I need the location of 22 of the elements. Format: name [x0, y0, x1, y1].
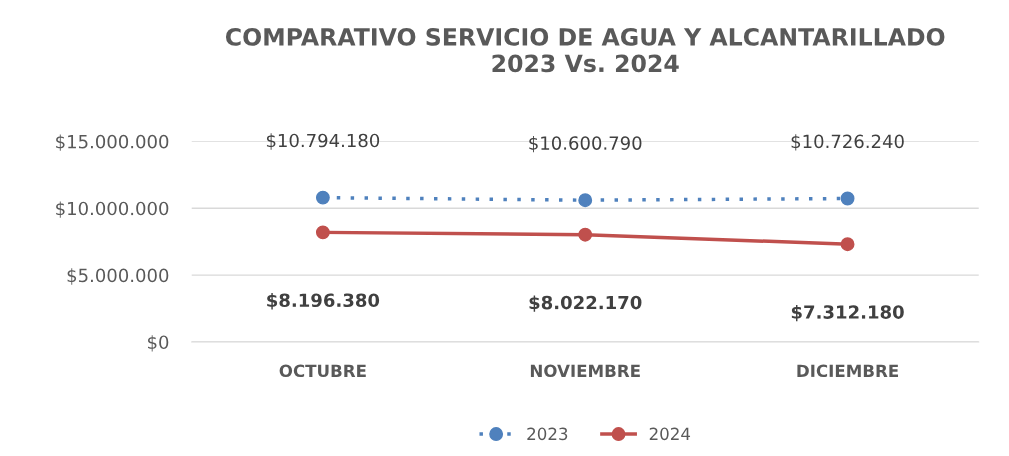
data-label: $10.726.240 — [791, 134, 904, 151]
data-label: $10.600.790 — [529, 135, 642, 153]
y-tick-label: $5.000.000 — [67, 268, 169, 285]
point — [578, 193, 593, 208]
point — [840, 237, 855, 252]
data-label: $8.196.380 — [267, 293, 380, 310]
data-label: $10.794.180 — [266, 133, 380, 150]
legend-label: 2024 — [649, 427, 691, 441]
y-tick-label: $10.000.000 — [56, 201, 169, 218]
y-tick-label: $0 — [148, 335, 169, 352]
y-tick-label: $15.000.000 — [56, 134, 169, 151]
data-label: $8.022.170 — [529, 295, 642, 312]
data-label: $7.312.180 — [791, 304, 904, 322]
point — [578, 227, 593, 242]
x-tick-label: DICIEMBRE — [797, 364, 899, 378]
x-tick-label: NOVIEMBRE — [530, 364, 640, 378]
chart-title: COMPARATIVO SERVICIO DE AGUA Y ALCANTARILLADO 2023 Vs. 2024 — [225, 27, 945, 73]
x-tick-label: OCTUBRE — [279, 364, 366, 378]
point — [315, 225, 330, 240]
point — [315, 190, 330, 205]
legend-label: 2023 — [527, 427, 568, 441]
point — [840, 191, 855, 206]
